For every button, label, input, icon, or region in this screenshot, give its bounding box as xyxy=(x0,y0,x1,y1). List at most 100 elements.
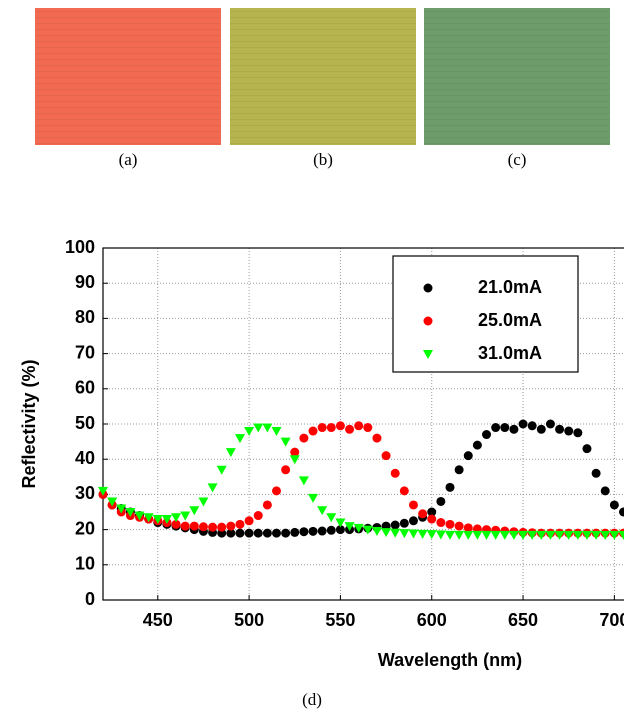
data-point xyxy=(454,530,465,540)
data-point xyxy=(225,448,236,458)
data-point xyxy=(180,521,190,531)
data-point xyxy=(435,530,446,540)
data-point xyxy=(581,530,592,540)
data-point xyxy=(545,530,556,540)
data-point xyxy=(235,519,245,529)
legend-marker xyxy=(423,350,433,359)
data-point xyxy=(545,419,555,429)
data-point xyxy=(272,486,281,496)
y-tick-label: 40 xyxy=(75,448,95,468)
data-point xyxy=(399,518,409,528)
data-point xyxy=(582,444,592,454)
data-point xyxy=(317,526,327,536)
data-point xyxy=(518,530,529,540)
data-point xyxy=(572,530,583,540)
legend-label: 25.0mA xyxy=(478,310,542,330)
data-point xyxy=(518,419,528,429)
data-point xyxy=(555,424,565,434)
data-point xyxy=(280,437,291,447)
y-tick-label: 90 xyxy=(75,272,95,292)
data-point xyxy=(217,522,227,532)
y-tick-label: 70 xyxy=(75,342,95,362)
y-tick-label: 60 xyxy=(75,378,95,398)
data-point xyxy=(244,528,254,538)
data-point xyxy=(253,528,263,538)
data-point xyxy=(371,527,382,537)
data-point xyxy=(499,530,510,540)
data-point xyxy=(326,513,337,523)
y-axis-label: Reflectivity (%) xyxy=(19,359,39,488)
y-tick-label: 30 xyxy=(75,483,95,503)
x-tick-label: 650 xyxy=(508,610,538,630)
data-point xyxy=(308,426,318,436)
data-point xyxy=(509,424,519,434)
legend-marker xyxy=(423,283,433,293)
data-point xyxy=(436,496,446,506)
data-point xyxy=(262,528,272,538)
data-point xyxy=(289,455,300,465)
data-point xyxy=(436,518,446,528)
data-point xyxy=(536,530,547,540)
data-point xyxy=(463,530,474,540)
data-point xyxy=(481,530,492,540)
data-point xyxy=(244,516,254,526)
panel-label: (c) xyxy=(508,150,527,169)
data-point xyxy=(491,423,501,433)
data-point xyxy=(281,465,291,475)
data-point xyxy=(362,525,373,535)
data-point xyxy=(500,423,510,433)
data-point xyxy=(161,515,172,525)
data-point xyxy=(290,527,300,537)
data-point xyxy=(235,528,245,538)
data-point xyxy=(226,528,236,538)
data-point xyxy=(381,528,392,538)
data-point xyxy=(463,523,473,533)
legend-label: 21.0mA xyxy=(478,277,542,297)
data-point xyxy=(418,509,428,519)
data-point xyxy=(564,426,574,436)
data-point xyxy=(408,516,418,526)
legend-marker xyxy=(423,316,433,326)
data-point xyxy=(408,500,418,510)
panel-label: (b) xyxy=(313,150,333,169)
data-point xyxy=(335,518,346,528)
data-point xyxy=(445,519,455,529)
legend-label: 31.0mA xyxy=(478,343,542,363)
x-tick-label: 500 xyxy=(234,610,264,630)
data-point xyxy=(326,525,336,535)
data-point xyxy=(308,493,319,503)
data-point xyxy=(244,427,255,437)
y-tick-label: 0 xyxy=(85,589,95,609)
data-point xyxy=(390,520,400,530)
data-point xyxy=(326,423,336,433)
data-point xyxy=(618,530,624,540)
data-point xyxy=(234,434,245,444)
data-point xyxy=(317,506,328,516)
photo-texture xyxy=(35,8,221,145)
data-point xyxy=(354,421,364,431)
data-point xyxy=(171,513,182,523)
data-point xyxy=(152,515,163,525)
data-point xyxy=(527,421,537,431)
x-tick-label: 550 xyxy=(325,610,355,630)
data-point xyxy=(107,497,118,507)
data-point xyxy=(317,423,327,433)
data-point xyxy=(335,421,345,431)
data-point xyxy=(134,511,145,521)
data-point xyxy=(125,508,136,517)
data-point xyxy=(189,521,199,531)
data-point xyxy=(609,530,620,540)
x-tick-label: 700 xyxy=(599,610,624,630)
plot-frame xyxy=(102,247,624,601)
x-tick-label: 600 xyxy=(417,610,447,630)
data-point xyxy=(472,440,482,450)
data-point xyxy=(207,483,218,493)
data-point xyxy=(399,529,410,539)
data-point xyxy=(189,506,200,516)
data-point xyxy=(482,430,492,440)
data-point xyxy=(445,482,455,492)
data-point xyxy=(600,530,611,540)
panel-label: (a) xyxy=(119,150,138,169)
